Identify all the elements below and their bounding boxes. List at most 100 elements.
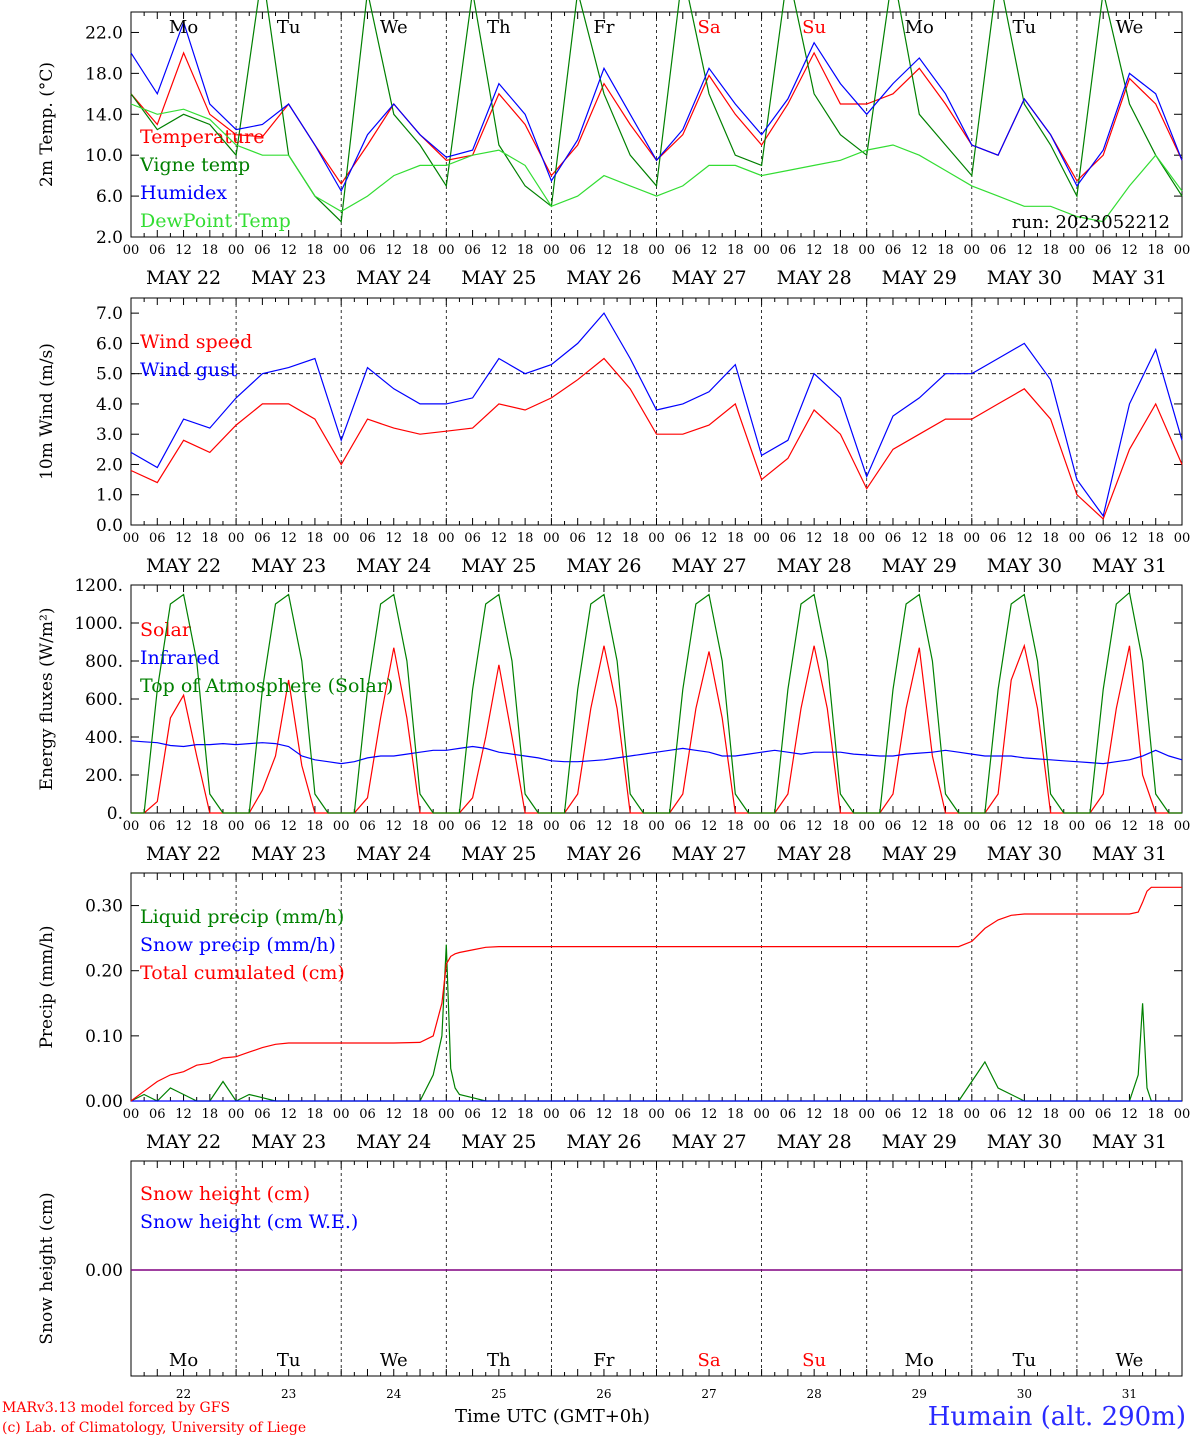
hour-tick-label: 12 [1016, 819, 1033, 834]
hour-tick-label: 12 [911, 1107, 928, 1122]
hour-tick-label: 06 [254, 531, 271, 546]
hour-tick-label: 12 [175, 1107, 192, 1122]
hour-tick-label: 06 [359, 1107, 376, 1122]
hour-tick-label: 18 [937, 1107, 954, 1122]
hour-tick-label: 12 [491, 1107, 508, 1122]
y-tick-label: 22.0 [85, 23, 123, 43]
hour-tick-label: 00 [1174, 1107, 1191, 1122]
hour-tick-label: 18 [1042, 243, 1059, 258]
y-tick-label: 800. [85, 652, 123, 672]
date-label: MAY 29 [882, 1131, 957, 1153]
day-name-label: We [380, 17, 408, 38]
hour-tick-label: 18 [412, 1107, 429, 1122]
hour-tick-label: 12 [701, 243, 718, 258]
hour-tick-label: 18 [307, 1107, 324, 1122]
panel-3: 0.00 0.10 0.20 0.30 Precip (mm/h) Liquid prec… [37, 872, 1191, 1153]
day-number-label: 22 [176, 1387, 191, 1401]
hour-tick-label: 12 [1016, 243, 1033, 258]
date-label: MAY 22 [146, 267, 221, 289]
hour-tick-label: 18 [937, 531, 954, 546]
hour-tick-label: 00 [123, 819, 140, 834]
date-label: MAY 23 [251, 267, 326, 289]
legend-entry: Wind speed [140, 331, 252, 353]
date-label: MAY 28 [777, 1131, 852, 1153]
hour-tick-label: 06 [990, 819, 1007, 834]
day-name-label: We [1116, 1350, 1144, 1371]
hour-tick-label: 06 [569, 243, 586, 258]
hour-tick-label: 12 [175, 243, 192, 258]
y-tick-label: 6.0 [96, 334, 123, 354]
day-name-label: Tu [1013, 17, 1037, 38]
hour-tick-label: 18 [412, 819, 429, 834]
date-label: MAY 24 [356, 1131, 431, 1153]
day-name-label: Tu [277, 17, 301, 38]
series-line [130, 740, 1183, 765]
hour-tick-label: 00 [228, 531, 245, 546]
hour-tick-label: 06 [254, 1107, 271, 1122]
hour-tick-label: 12 [491, 819, 508, 834]
day-name-label: Mo [169, 1350, 198, 1371]
y-tick-label: 0.30 [85, 897, 123, 917]
date-label: MAY 22 [146, 555, 221, 577]
xaxis-title: Time UTC (GMT+0h) [455, 1406, 650, 1427]
day-name-label: Mo [169, 17, 198, 38]
hour-tick-label: 06 [885, 531, 902, 546]
hour-tick-label: 12 [701, 531, 718, 546]
day-number-label: 26 [596, 1387, 611, 1401]
hour-tick-label: 00 [228, 819, 245, 834]
y-axis-title: Energy fluxes (W/m²) [37, 608, 57, 791]
hour-tick-label: 00 [438, 531, 455, 546]
hour-tick-label: 12 [280, 1107, 297, 1122]
hour-tick-label: 00 [964, 1107, 981, 1122]
hour-tick-label: 18 [832, 819, 849, 834]
date-label: MAY 22 [146, 843, 221, 865]
hour-tick-label: 18 [727, 531, 744, 546]
hour-tick-label: 00 [543, 1107, 560, 1122]
date-label: MAY 25 [461, 843, 536, 865]
hour-tick-label: 06 [780, 243, 797, 258]
hour-tick-label: 00 [1069, 1107, 1086, 1122]
date-label: MAY 30 [987, 1131, 1062, 1153]
date-label: MAY 28 [777, 843, 852, 865]
hour-tick-label: 06 [885, 1107, 902, 1122]
series-line [130, 312, 1183, 518]
date-label: MAY 23 [251, 1131, 326, 1153]
day-number-label: 28 [807, 1387, 822, 1401]
hour-tick-label: 00 [858, 1107, 875, 1122]
day-name-label: Su [802, 17, 826, 38]
hour-tick-label: 00 [1174, 243, 1191, 258]
date-label: MAY 29 [882, 843, 957, 865]
hour-tick-label: 12 [701, 819, 718, 834]
hour-tick-label: 12 [175, 531, 192, 546]
hour-tick-label: 06 [990, 531, 1007, 546]
hour-tick-label: 06 [464, 243, 481, 258]
hour-tick-label: 18 [727, 819, 744, 834]
legend-entry: DewPoint Temp [140, 210, 291, 232]
date-label: MAY 25 [461, 555, 536, 577]
hour-tick-label: 18 [517, 531, 534, 546]
hour-tick-label: 06 [359, 819, 376, 834]
hour-tick-label: 00 [1174, 819, 1191, 834]
station-title: Humain (alt. 290m) [927, 1402, 1186, 1432]
hour-tick-label: 12 [806, 531, 823, 546]
y-tick-label: 5.0 [96, 365, 123, 385]
hour-tick-label: 18 [622, 243, 639, 258]
hour-tick-label: 12 [806, 1107, 823, 1122]
hour-tick-label: 18 [622, 819, 639, 834]
y-tick-label: 18.0 [85, 64, 123, 84]
hour-tick-label: 00 [964, 531, 981, 546]
day-number-label: 31 [1122, 1387, 1137, 1401]
y-tick-label: 14.0 [85, 105, 123, 125]
hour-tick-label: 18 [202, 531, 219, 546]
y-tick-label: 3.0 [96, 425, 123, 445]
hour-tick-label: 00 [858, 819, 875, 834]
hour-tick-label: 00 [123, 531, 140, 546]
date-label: MAY 26 [566, 843, 641, 865]
date-label: MAY 29 [882, 555, 957, 577]
hour-tick-label: 12 [806, 243, 823, 258]
legend-entry: Total cumulated (cm) [140, 962, 345, 984]
day-number-label: 25 [491, 1387, 506, 1401]
day-name-label: Th [487, 17, 511, 38]
y-tick-label: 2.0 [96, 228, 123, 248]
hour-tick-label: 18 [727, 1107, 744, 1122]
